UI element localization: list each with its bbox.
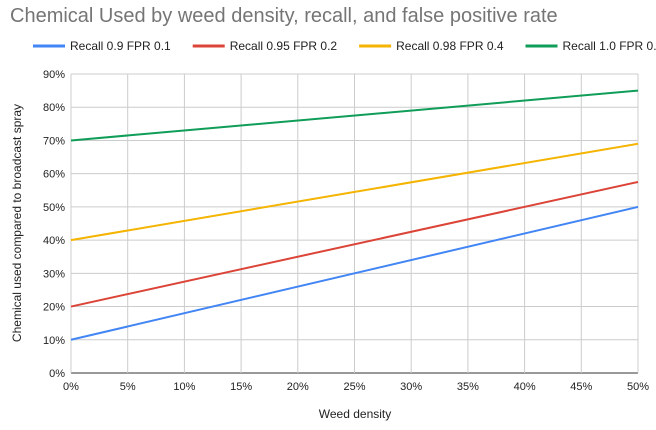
x-tick-label: 0% (63, 381, 79, 393)
y-axis-ticks: 0% 10% 20% 30% 40% 50% 60% 70% 80% 90% (43, 69, 65, 380)
y-tick-label: 20% (43, 302, 65, 314)
y-tick-label: 50% (43, 202, 65, 214)
legend-label-3: Recall 0.98 FPR 0.4 (396, 39, 504, 53)
series-line-3 (70, 142, 639, 242)
y-tick-label: 40% (43, 235, 65, 247)
series-line-4 (70, 89, 639, 142)
y-tick-label: 90% (43, 69, 65, 81)
x-tick-label: 10% (173, 381, 195, 393)
x-tick-label: 25% (343, 381, 365, 393)
x-tick-label: 30% (400, 381, 422, 393)
x-tick-label: 20% (287, 381, 309, 393)
x-tick-label: 40% (514, 381, 536, 393)
x-tick-label: 50% (627, 381, 649, 393)
legend-label-1: Recall 0.9 FPR 0.1 (70, 39, 171, 53)
y-tick-label: 80% (43, 102, 65, 114)
y-tick-label: 0% (49, 368, 65, 380)
series-line-1 (70, 205, 639, 341)
y-axis-title: Chemical used compared to broadcast spra… (10, 104, 24, 342)
x-axis-ticks: 0% 5% 10% 15% 20% 25% 30% 35% 40% 45% 50% (63, 381, 649, 393)
y-tick-label: 30% (43, 268, 65, 280)
legend-label-2: Recall 0.95 FPR 0.2 (230, 39, 338, 53)
x-tick-label: 15% (230, 381, 252, 393)
gridlines (70, 73, 639, 374)
legend: Recall 0.9 FPR 0.1 Recall 0.95 FPR 0.2 Rec… (33, 39, 656, 53)
chart-title: Chemical Used by weed density, recall, a… (10, 5, 558, 27)
x-tick-label: 35% (457, 381, 479, 393)
x-tick-label: 5% (120, 381, 136, 393)
x-tick-label: 45% (570, 381, 592, 393)
series-line-2 (70, 180, 639, 308)
y-tick-label: 70% (43, 135, 65, 147)
x-axis-title: Weed density (319, 407, 392, 421)
y-tick-label: 10% (43, 335, 65, 347)
legend-label-4: Recall 1.0 FPR 0.7 (563, 39, 656, 53)
series-lines (70, 89, 639, 341)
y-tick-label: 60% (43, 169, 65, 181)
